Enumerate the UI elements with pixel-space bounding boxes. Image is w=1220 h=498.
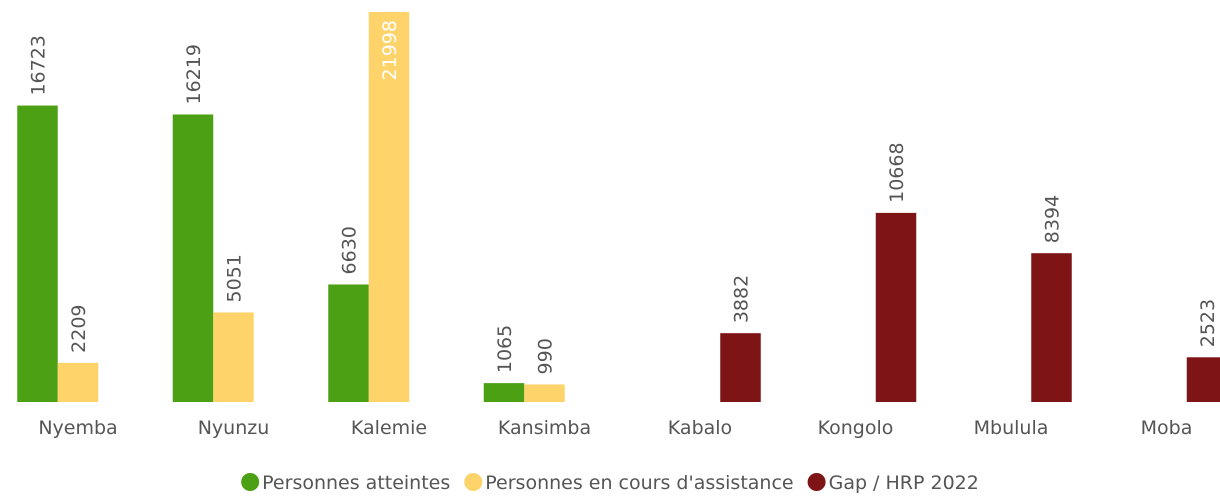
- value-label: 21998: [379, 20, 401, 80]
- x-tick-label: Kansimba: [498, 417, 591, 439]
- bar: [213, 312, 254, 402]
- legend-label: Gap / HRP 2022: [829, 472, 979, 494]
- bar: [1031, 253, 1072, 402]
- value-label: 16723: [28, 35, 50, 95]
- legend-marker: [241, 473, 260, 491]
- bar: [172, 114, 214, 403]
- bar: [720, 333, 761, 402]
- bar: [17, 105, 58, 403]
- x-tick-label: Kalemie: [351, 417, 427, 439]
- x-tick-label: Kongolo: [818, 417, 894, 439]
- x-tick-label: Nyunzu: [198, 417, 270, 439]
- value-label: 6630: [339, 226, 361, 274]
- x-tick-label: Nyemba: [38, 417, 117, 439]
- legend-marker: [807, 473, 826, 491]
- bar: [524, 384, 565, 402]
- value-label: 8394: [1042, 195, 1064, 243]
- legend-marker: [464, 473, 483, 491]
- legend-label: Personnes en cours d'assistance: [485, 472, 793, 494]
- bar: [1186, 357, 1220, 402]
- value-label: 3882: [731, 275, 753, 323]
- bar: [368, 12, 410, 402]
- value-label: 2523: [1197, 299, 1219, 347]
- bar: [875, 212, 917, 402]
- value-label: 2209: [68, 304, 90, 352]
- bar: [483, 383, 525, 402]
- x-tick-label: Mbulula: [974, 417, 1049, 439]
- value-label: 990: [535, 338, 557, 374]
- bar: [57, 362, 99, 402]
- x-tick-label: Kabalo: [668, 417, 732, 439]
- value-label: 10668: [886, 142, 908, 202]
- value-label: 16219: [183, 44, 205, 104]
- x-tick-label: Moba: [1141, 417, 1193, 439]
- legend-label: Personnes atteintes: [262, 472, 450, 494]
- value-label: 1065: [494, 325, 516, 373]
- bar: [328, 284, 369, 402]
- legend: Personnes atteintes Personnes en cours d'…: [241, 472, 979, 494]
- value-label: 5051: [224, 254, 246, 302]
